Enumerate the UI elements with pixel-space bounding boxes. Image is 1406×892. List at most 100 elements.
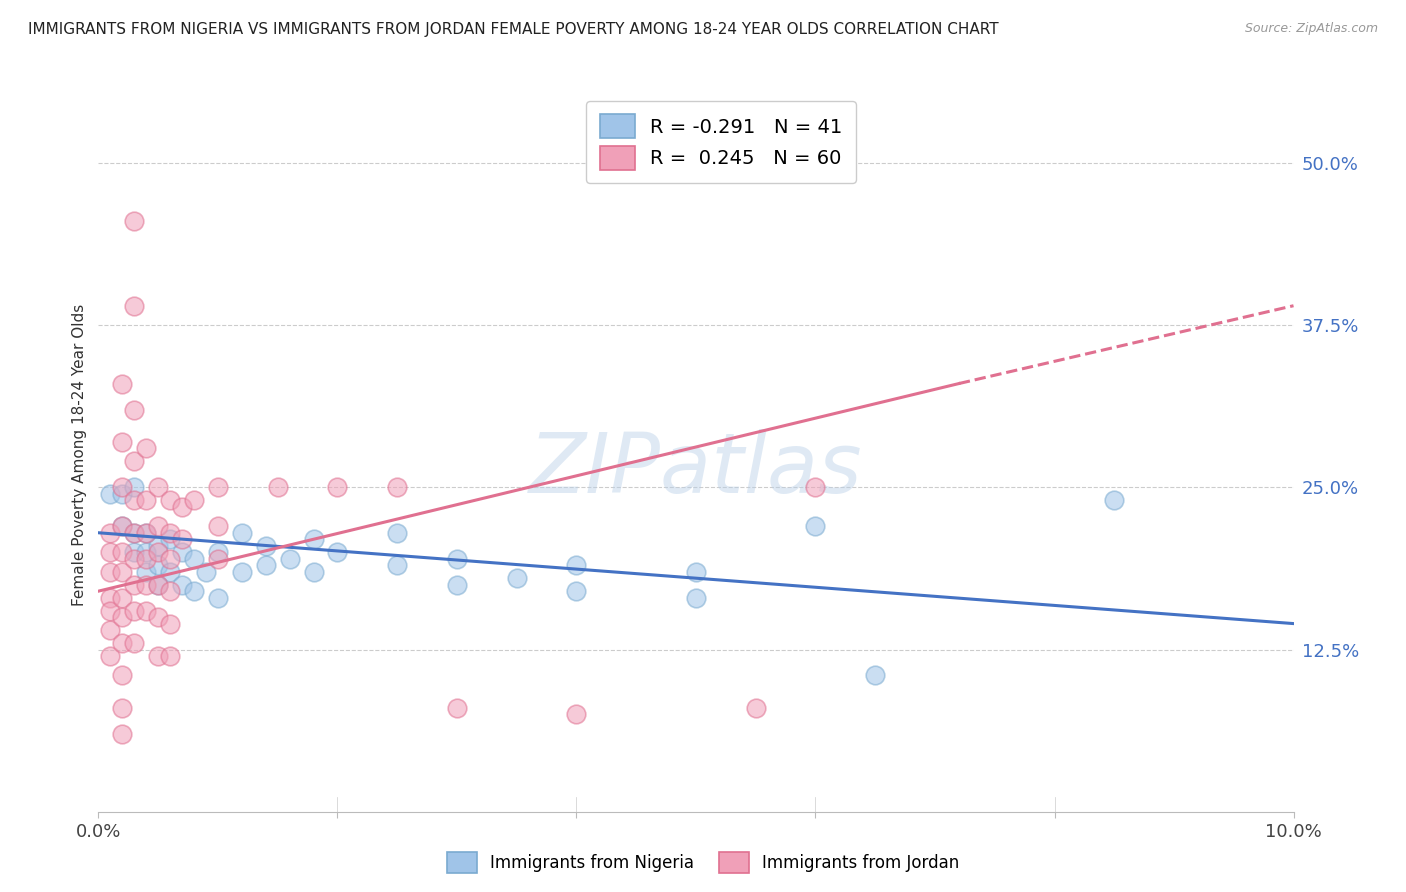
Point xyxy=(172,545,194,559)
Point xyxy=(135,525,157,540)
Point xyxy=(111,668,134,682)
Point xyxy=(565,558,588,573)
Point xyxy=(111,565,134,579)
Text: Source: ZipAtlas.com: Source: ZipAtlas.com xyxy=(1244,22,1378,36)
Point xyxy=(111,610,134,624)
Point xyxy=(135,604,157,618)
Point xyxy=(745,701,768,715)
Point xyxy=(302,565,325,579)
Point xyxy=(111,545,134,559)
Point xyxy=(254,539,277,553)
Point xyxy=(385,480,409,494)
Point xyxy=(124,551,146,566)
Point xyxy=(111,376,134,391)
Point xyxy=(111,591,134,605)
Point xyxy=(565,707,588,722)
Point xyxy=(100,487,122,501)
Point xyxy=(231,525,253,540)
Point xyxy=(183,584,205,599)
Point xyxy=(111,519,134,533)
Point xyxy=(135,525,157,540)
Point xyxy=(111,701,134,715)
Point xyxy=(111,727,134,741)
Point xyxy=(135,565,157,579)
Point xyxy=(111,519,134,533)
Point xyxy=(159,525,181,540)
Point xyxy=(159,584,181,599)
Legend: Immigrants from Nigeria, Immigrants from Jordan: Immigrants from Nigeria, Immigrants from… xyxy=(440,846,966,880)
Point xyxy=(124,214,146,228)
Point xyxy=(207,480,229,494)
Point xyxy=(804,519,827,533)
Point xyxy=(302,533,325,547)
Point xyxy=(124,545,146,559)
Point xyxy=(159,551,181,566)
Point xyxy=(385,558,409,573)
Point xyxy=(172,533,194,547)
Point xyxy=(159,648,181,663)
Point xyxy=(207,591,229,605)
Legend: R = -0.291   N = 41, R =  0.245   N = 60: R = -0.291 N = 41, R = 0.245 N = 60 xyxy=(586,101,856,183)
Y-axis label: Female Poverty Among 18-24 Year Olds: Female Poverty Among 18-24 Year Olds xyxy=(72,304,87,606)
Point xyxy=(135,442,157,456)
Point xyxy=(148,577,170,591)
Point xyxy=(326,545,349,559)
Point xyxy=(148,539,170,553)
Point xyxy=(865,668,887,682)
Point xyxy=(148,648,170,663)
Point xyxy=(159,493,181,508)
Text: ZIPatlas: ZIPatlas xyxy=(529,429,863,509)
Point xyxy=(385,525,409,540)
Point xyxy=(124,636,146,650)
Point xyxy=(148,610,170,624)
Point xyxy=(135,545,157,559)
Point xyxy=(100,565,122,579)
Point xyxy=(111,487,134,501)
Point xyxy=(124,604,146,618)
Point xyxy=(100,604,122,618)
Point xyxy=(446,577,468,591)
Point xyxy=(111,480,134,494)
Point xyxy=(207,519,229,533)
Point xyxy=(159,616,181,631)
Point xyxy=(135,577,157,591)
Point xyxy=(565,584,588,599)
Point xyxy=(124,493,146,508)
Point xyxy=(159,533,181,547)
Point xyxy=(804,480,827,494)
Point xyxy=(183,551,205,566)
Point xyxy=(685,565,707,579)
Point xyxy=(159,565,181,579)
Point xyxy=(135,551,157,566)
Point xyxy=(124,402,146,417)
Point xyxy=(100,591,122,605)
Point xyxy=(124,299,146,313)
Text: IMMIGRANTS FROM NIGERIA VS IMMIGRANTS FROM JORDAN FEMALE POVERTY AMONG 18-24 YEA: IMMIGRANTS FROM NIGERIA VS IMMIGRANTS FR… xyxy=(28,22,998,37)
Point xyxy=(100,648,122,663)
Point xyxy=(124,525,146,540)
Point xyxy=(111,434,134,449)
Point xyxy=(148,545,170,559)
Point xyxy=(172,500,194,514)
Point xyxy=(100,623,122,637)
Point xyxy=(195,565,218,579)
Point xyxy=(148,519,170,533)
Point xyxy=(148,558,170,573)
Point xyxy=(135,493,157,508)
Point xyxy=(111,636,134,650)
Point xyxy=(172,577,194,591)
Point xyxy=(506,571,529,585)
Point xyxy=(207,545,229,559)
Point xyxy=(326,480,349,494)
Point xyxy=(124,525,146,540)
Point xyxy=(278,551,301,566)
Point xyxy=(100,525,122,540)
Point xyxy=(267,480,290,494)
Point xyxy=(254,558,277,573)
Point xyxy=(207,551,229,566)
Point xyxy=(124,454,146,468)
Point xyxy=(231,565,253,579)
Point xyxy=(100,545,122,559)
Point xyxy=(124,577,146,591)
Point xyxy=(685,591,707,605)
